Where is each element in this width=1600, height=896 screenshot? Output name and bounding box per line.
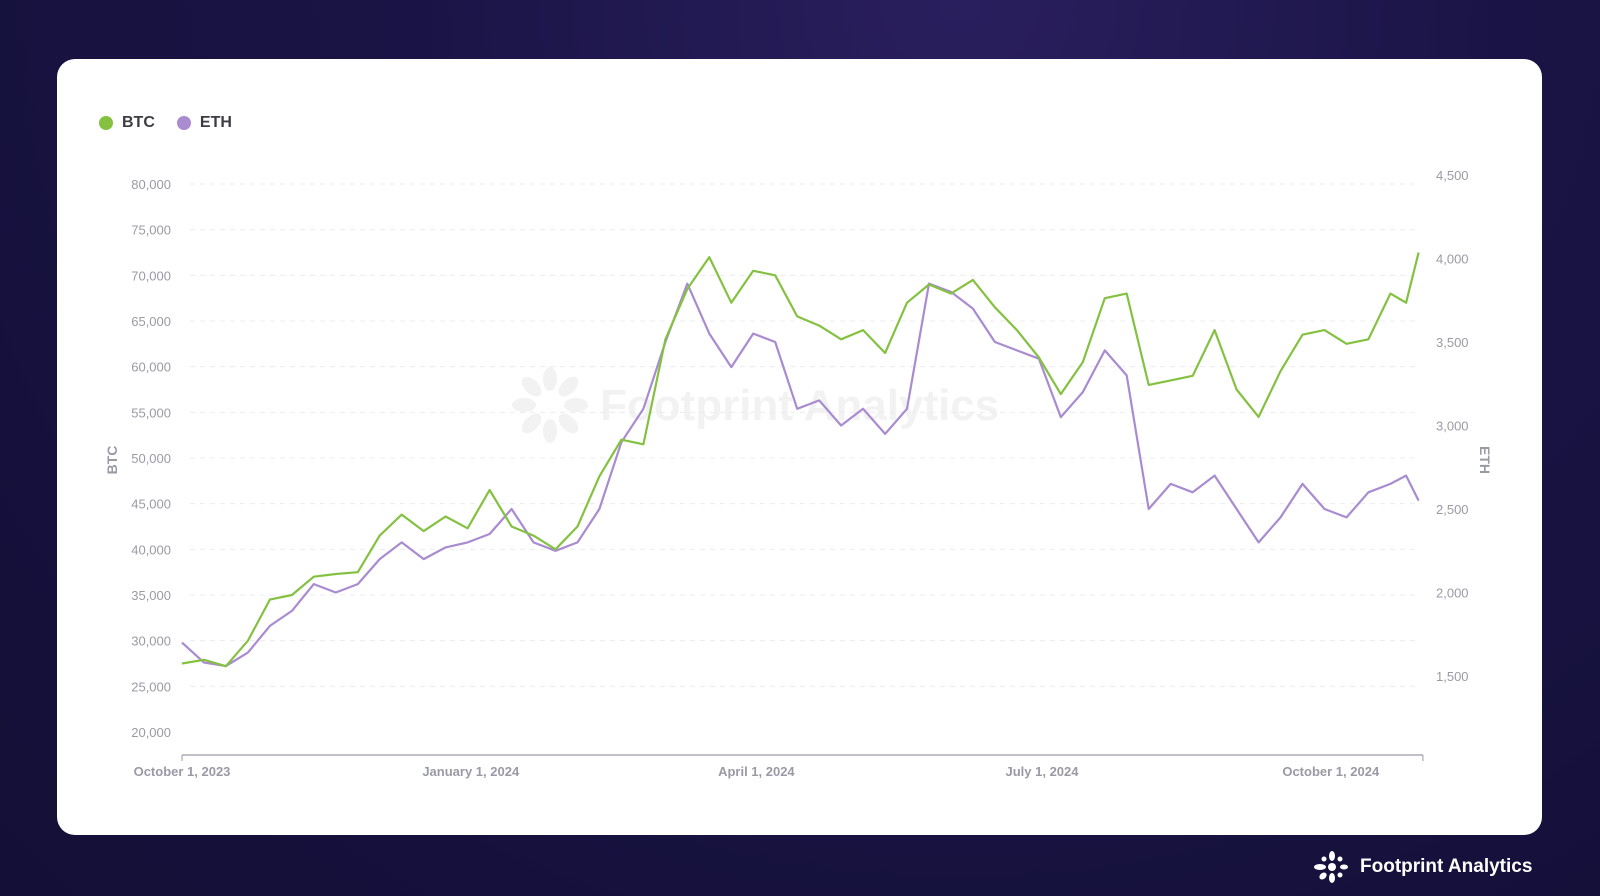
watermark-petal <box>512 398 536 412</box>
watermark-petal <box>564 398 588 412</box>
x-tick-label: July 1, 2024 <box>1006 764 1080 779</box>
y2-tick-label: 3,500 <box>1436 335 1469 350</box>
y-tick-label: 75,000 <box>131 223 171 238</box>
watermark-petal <box>521 413 542 434</box>
y-axis-title: BTC <box>104 446 120 475</box>
y2-tick-label: 2,500 <box>1436 502 1469 517</box>
footprint-brand: Footprint Analytics <box>1312 850 1532 884</box>
legend-label-btc: BTC <box>122 114 155 131</box>
watermark-text: Footprint Analytics <box>600 381 999 430</box>
chart-card: BTC ETH <box>57 59 1542 835</box>
series-line-btc <box>181 252 1420 668</box>
x-tick-label: October 1, 2024 <box>1282 764 1380 779</box>
x-tick-label: January 1, 2024 <box>422 764 520 779</box>
y-tick-label: 25,000 <box>131 679 171 694</box>
y-tick-label: 40,000 <box>131 542 171 557</box>
brand-name: Footprint Analytics <box>1360 856 1533 877</box>
y-tick-label: 20,000 <box>131 725 171 740</box>
watermark-petal <box>558 413 579 434</box>
legend-item-btc[interactable]: BTC <box>99 114 155 132</box>
legend-item-eth[interactable]: ETH <box>176 114 232 132</box>
y2-tick-label: 3,000 <box>1436 419 1469 434</box>
chart-legend: BTC ETH <box>99 114 232 132</box>
watermark-petal <box>521 376 542 397</box>
y-tick-label: 80,000 <box>131 177 171 192</box>
legend-dot-btc <box>99 116 113 130</box>
x-tick-label: April 1, 2024 <box>718 764 795 779</box>
footprint-logo-icon <box>1314 851 1348 883</box>
y2-tick-label: 4,500 <box>1436 168 1469 183</box>
y-tick-label: 60,000 <box>131 360 171 375</box>
y2-tick-label: 1,500 <box>1436 669 1469 684</box>
y2-tick-label: 4,000 <box>1436 252 1469 267</box>
y-tick-label: 55,000 <box>131 405 171 420</box>
x-tick-label: October 1, 2023 <box>134 764 231 779</box>
watermark-petal <box>543 367 557 391</box>
y-tick-label: 70,000 <box>131 268 171 283</box>
y-tick-label: 50,000 <box>131 451 171 466</box>
legend-label-eth: ETH <box>199 114 232 131</box>
watermark-petal <box>543 419 557 443</box>
y-tick-label: 45,000 <box>131 497 171 512</box>
legend-dot-eth <box>176 116 191 130</box>
y-tick-label: 65,000 <box>131 314 171 329</box>
y-tick-label: 35,000 <box>131 588 171 603</box>
watermark-logo-icon <box>512 367 588 443</box>
y-tick-label: 30,000 <box>131 634 171 649</box>
watermark-petal <box>558 376 579 397</box>
y2-axis-title: ETH <box>1477 446 1493 474</box>
series-line-eth <box>181 282 1420 668</box>
y2-tick-label: 2,000 <box>1436 586 1469 601</box>
